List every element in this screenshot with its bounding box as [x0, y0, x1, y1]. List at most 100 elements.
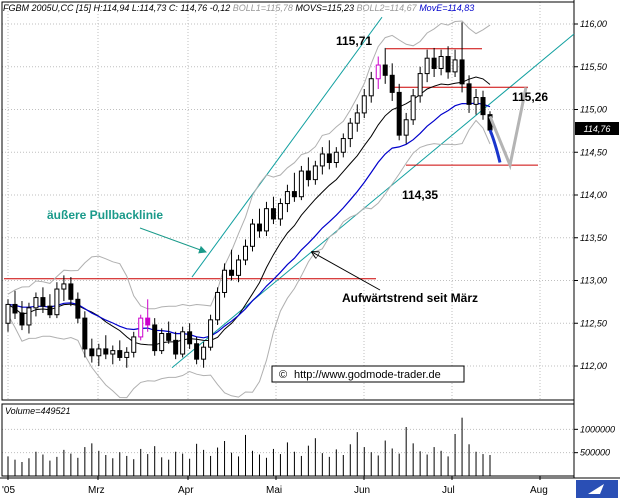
- price-tick-label: 113,50: [580, 233, 607, 243]
- candle-body: [54, 288, 60, 316]
- candle-body: [138, 317, 144, 338]
- candle-body: [215, 291, 221, 321]
- candle-body: [312, 165, 318, 181]
- candle-body: [375, 64, 381, 80]
- month-tick-label: '05: [2, 485, 15, 496]
- uptrend-arrow: [312, 252, 381, 291]
- candle-body: [12, 303, 18, 314]
- candle-body: [347, 122, 353, 140]
- candle-body: [410, 95, 416, 121]
- resistance-mid-label: 115,26: [512, 90, 548, 104]
- projection-blue-path: [488, 129, 502, 163]
- candle-body: [5, 303, 11, 324]
- candle-body: [131, 336, 137, 353]
- candle-body: [270, 208, 276, 220]
- candle-body: [249, 223, 255, 247]
- candle-body: [110, 350, 116, 355]
- price-axis-ticks: 112,00 112,50 113,00 113,50 114,00 114,50 115,…: [574, 19, 607, 371]
- candle-body: [452, 59, 458, 73]
- candle-body: [68, 283, 74, 300]
- price-tick-label: 112,00: [580, 361, 607, 371]
- support-label: 114,35: [402, 188, 438, 202]
- candle-body: [33, 297, 39, 309]
- candle-body: [229, 269, 235, 276]
- candle-body: [145, 317, 151, 326]
- volume-bars: [7, 417, 491, 476]
- month-tick-label: Jun: [354, 485, 370, 496]
- current-price-box: [575, 122, 619, 135]
- ema-line: [7, 102, 491, 339]
- candle-body: [354, 112, 360, 124]
- candle-body: [89, 348, 95, 357]
- current-price-label: 114,76: [584, 124, 611, 134]
- candle-body: [473, 97, 479, 105]
- candle-body: [417, 73, 423, 97]
- candle-body: [47, 305, 53, 316]
- horizontal-lines: [4, 48, 538, 280]
- volume-label: Volume=449521: [5, 406, 70, 416]
- volume-grid-lines: [2, 428, 574, 454]
- month-axis-ticks: '05 Mrz Apr Mai Jun Jul Aug: [2, 476, 548, 496]
- candle-body: [82, 317, 88, 350]
- candle-body: [208, 319, 214, 348]
- month-tick-label: Jul: [442, 485, 455, 496]
- candle-body: [284, 191, 290, 205]
- month-tick-label: Apr: [178, 485, 194, 496]
- header-high: H:114,94: [94, 3, 130, 13]
- price-tick-label: 113,00: [580, 276, 607, 286]
- candle-body: [466, 83, 472, 105]
- volume-tick-label: 1000000: [580, 424, 615, 434]
- candle-body: [26, 307, 32, 326]
- candle-body: [319, 153, 325, 167]
- header-boll2: BOLL2=114,67: [357, 3, 418, 13]
- volume-panel-frame: [1, 403, 575, 477]
- header-boll1: BOLL1=115,78: [233, 3, 293, 13]
- candle-body: [368, 78, 374, 97]
- scroll-arrow-icon: [588, 484, 604, 494]
- grid-lines: [2, 2, 574, 400]
- candle-body: [424, 57, 430, 75]
- trend-channel: [171, 16, 575, 369]
- candle-body: [459, 59, 465, 85]
- candle-body: [333, 151, 339, 164]
- candle-body: [396, 91, 402, 136]
- candle-body: [438, 55, 444, 69]
- price-tick-label: 115,50: [580, 62, 607, 72]
- bollinger-lower-line: [7, 119, 491, 399]
- candle-body: [96, 348, 102, 357]
- candle-body: [480, 97, 486, 116]
- candle-body: [173, 339, 179, 355]
- month-tick-label: Mai: [266, 485, 282, 496]
- candles: [5, 22, 493, 368]
- candle-body: [340, 138, 346, 153]
- candle-body: [201, 346, 207, 360]
- header-low: L:114,73: [132, 3, 166, 13]
- candle-body: [389, 74, 395, 93]
- candle-body: [277, 203, 283, 220]
- month-tick-label: Aug: [530, 485, 548, 496]
- price-tick-label: 114,50: [580, 147, 607, 157]
- candle-body: [243, 245, 249, 261]
- watermark-url: http://www.godmode-trader.de: [294, 369, 441, 381]
- candle-body: [382, 64, 388, 76]
- price-tick-label: 116,00: [580, 19, 607, 29]
- candle-body: [445, 55, 451, 73]
- candle-body: [166, 333, 172, 341]
- candle-body: [298, 170, 304, 198]
- price-tick-label: 112,50: [580, 318, 607, 328]
- volume-axis-ticks: 500000 1000000: [574, 424, 615, 458]
- watermark-box: [271, 365, 465, 383]
- candle-body: [194, 343, 200, 360]
- header-change: -0,12: [210, 3, 231, 13]
- trend-channel-upper: [191, 16, 383, 278]
- candle-body: [152, 324, 158, 352]
- month-tick-label: Mrz: [88, 485, 105, 496]
- pullback-line-label: äußere Pullbacklinie: [47, 208, 163, 222]
- candle-body: [236, 259, 242, 276]
- price-tick-label: 114,00: [580, 190, 607, 200]
- candle-body: [187, 331, 193, 345]
- candle-body: [263, 208, 269, 232]
- copyright-icon: ©: [279, 369, 287, 381]
- header-symbol: FGBM 2005U,CC [15]: [3, 3, 92, 13]
